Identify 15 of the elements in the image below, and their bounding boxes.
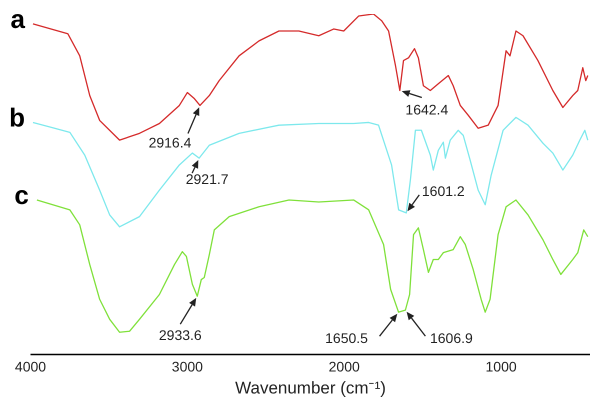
series-label: b (9, 102, 25, 132)
x-tick-label: 2000 (328, 358, 360, 374)
annotation: 1606.9 (430, 330, 474, 346)
x-axis-title: Wavenumber (cm⁻¹) (235, 378, 386, 398)
series-label: c (14, 180, 29, 210)
x-tick-label: 4000 (14, 358, 46, 374)
x-tick-label: 1000 (486, 358, 517, 374)
annotation: 1650.5 (325, 330, 368, 346)
annotation: 2933.6 (158, 327, 202, 344)
annotation: 2916.4 (148, 134, 192, 150)
series-label: a (10, 4, 26, 34)
annotation: 1601.2 (422, 182, 465, 199)
annotation: 1642.4 (405, 102, 448, 118)
annotation: 2921.7 (186, 171, 229, 188)
x-tick-label: 3000 (172, 358, 204, 374)
